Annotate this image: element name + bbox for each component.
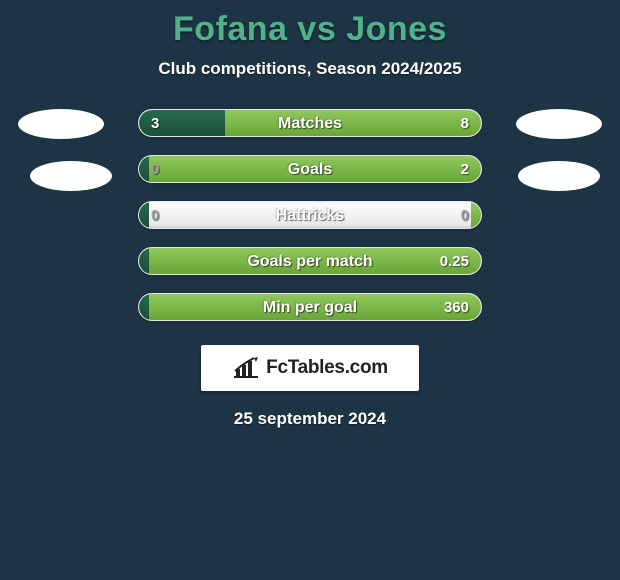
page-subtitle: Club competitions, Season 2024/2025: [0, 59, 620, 79]
footer-date: 25 september 2024: [0, 409, 620, 429]
team-badge-left-2: [30, 161, 112, 191]
bar-label: Matches: [139, 110, 481, 136]
chart-area: Matches38Goals02Hattricks00Goals per mat…: [0, 109, 620, 339]
bar-value-right: 8: [461, 110, 469, 136]
bar-row: Matches3 8: [138, 109, 482, 137]
bar-value-right: 0.25: [440, 248, 469, 274]
comparison-card: Fofana vs Jones Club competitions, Seaso…: [0, 0, 620, 580]
bar-value-right: 360: [444, 294, 469, 320]
bar-row: Goals per match0.25: [138, 247, 482, 275]
logo-chart-icon: [232, 357, 260, 379]
logo-inner: FcTables.com: [232, 357, 388, 379]
logo-text: FcTables.com: [266, 357, 388, 379]
team-badge-left-1: [18, 109, 104, 139]
bar-label: Hattricks: [139, 202, 481, 228]
bar-value-left: 0: [151, 202, 159, 228]
logo-box: FcTables.com: [201, 345, 419, 391]
bar-row: Hattricks0 0: [138, 201, 482, 229]
bar-list: Matches38Goals02Hattricks00Goals per mat…: [138, 109, 482, 321]
bar-value-right: 2: [461, 156, 469, 182]
bar-label: Goals: [139, 156, 481, 182]
bar-value-right: 0: [461, 202, 469, 228]
bar-value-left: 3: [151, 110, 159, 136]
team-badge-right-1: [516, 109, 602, 139]
bar-label: Goals per match: [139, 248, 481, 274]
bar-row: Goals0 2: [138, 155, 482, 183]
bar-row: Min per goal360: [138, 293, 482, 321]
team-badge-right-2: [518, 161, 600, 191]
page-title: Fofana vs Jones: [0, 10, 620, 49]
bar-label: Min per goal: [139, 294, 481, 320]
bar-value-left: 0: [151, 156, 159, 182]
